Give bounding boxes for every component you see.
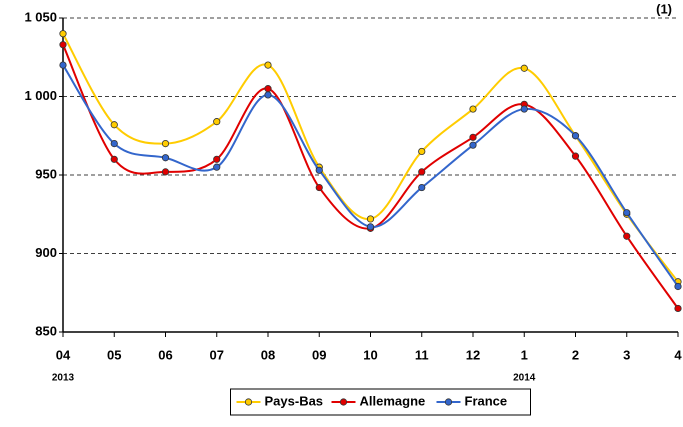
point <box>213 163 221 171</box>
point <box>315 183 323 192</box>
point <box>366 215 375 223</box>
x-tick-label: 12 <box>466 347 480 362</box>
point <box>213 155 221 163</box>
point <box>59 61 67 69</box>
x-tick-label: 05 <box>107 347 121 362</box>
x-tick-label: 3 <box>623 347 630 362</box>
point <box>418 168 426 176</box>
point <box>571 152 580 160</box>
annotation: (1) <box>656 1 672 16</box>
point <box>213 118 221 126</box>
point <box>623 209 631 217</box>
legend-marker <box>444 398 453 406</box>
x-tick-label: 1 <box>521 347 528 362</box>
point <box>366 223 375 231</box>
point <box>110 155 118 163</box>
x-tick-label: 10 <box>363 347 377 362</box>
point <box>110 121 118 129</box>
point <box>469 105 477 113</box>
x-tick-label: 06 <box>158 347 172 362</box>
y-tick-label: 900 <box>35 245 57 260</box>
point <box>161 140 170 148</box>
legend-marker <box>244 398 253 406</box>
x-tick-label: 04 <box>56 347 71 362</box>
point <box>674 304 682 313</box>
point <box>110 140 118 148</box>
x-tick-label: 07 <box>210 347 224 362</box>
point <box>264 91 272 99</box>
legend-box <box>230 388 531 416</box>
y-tick-label: 1 000 <box>24 88 57 103</box>
point <box>315 166 323 174</box>
point <box>59 41 67 49</box>
point <box>264 61 272 69</box>
y-tick-label: 1 050 <box>24 9 57 24</box>
x-sublabel: 2014 <box>513 373 536 384</box>
x-sublabel: 2013 <box>52 373 75 384</box>
series-line <box>62 44 679 310</box>
legend-label: Allemagne <box>360 393 426 408</box>
point <box>264 85 272 93</box>
point <box>59 30 67 38</box>
point <box>469 133 477 141</box>
point <box>520 64 528 72</box>
point <box>520 105 528 113</box>
legend-label: France <box>465 393 508 408</box>
point <box>623 232 631 240</box>
y-tick-label: 950 <box>35 166 57 181</box>
point <box>161 154 170 162</box>
point <box>418 147 426 156</box>
point <box>571 132 580 140</box>
x-tick-label: 09 <box>312 347 326 362</box>
legend-marker <box>339 398 348 406</box>
point <box>418 183 426 192</box>
x-tick-label: 08 <box>261 347 275 362</box>
x-tick-label: 11 <box>415 347 429 362</box>
point <box>674 282 682 291</box>
x-tick-label: 4 <box>674 347 682 362</box>
x-tick-label: 2 <box>572 347 579 362</box>
series-line <box>62 33 679 283</box>
y-tick-label: 850 <box>35 323 57 338</box>
point <box>469 141 477 149</box>
legend-label: Pays-Bas <box>265 393 324 408</box>
point <box>161 168 170 176</box>
